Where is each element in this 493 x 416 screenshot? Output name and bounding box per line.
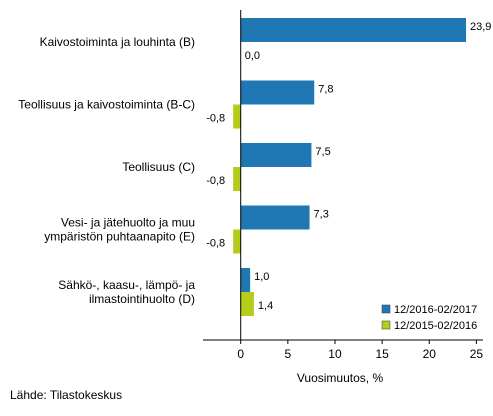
data-label: 7,5 bbox=[315, 146, 330, 158]
x-tick-label: 10 bbox=[328, 347, 342, 361]
category-label: Teollisuus ja kaivostoiminta (B-C) bbox=[18, 98, 195, 112]
category-label: Sähkö-, kaasu-, lämpö- ja bbox=[58, 278, 195, 292]
legend-label: 12/2015-02/2016 bbox=[394, 320, 477, 332]
x-tick-label: 25 bbox=[470, 347, 484, 361]
bar-previous-4 bbox=[240, 292, 254, 316]
bar-current-2 bbox=[240, 143, 312, 167]
bar-current-4 bbox=[240, 268, 251, 292]
category-label: Teollisuus (C) bbox=[122, 160, 195, 174]
source-note: Lähde: Tilastokeskus bbox=[10, 388, 123, 402]
bars-layer bbox=[233, 18, 467, 316]
data-label: 7,8 bbox=[318, 84, 333, 96]
data-label: 7,3 bbox=[314, 209, 329, 221]
legend-swatch bbox=[381, 320, 391, 330]
data-label: 1,4 bbox=[258, 300, 273, 312]
bar-previous-1 bbox=[233, 104, 241, 129]
legend-label: 12/2016-02/2017 bbox=[394, 304, 477, 316]
bar-previous-2 bbox=[233, 167, 241, 191]
bar-previous-3 bbox=[233, 229, 241, 254]
x-tick-label: 0 bbox=[237, 347, 244, 361]
data-labels-layer: 23,9 0,0 7,8 -0,8 7,5 -0,8 7,3 -0,8 1,0 1,4 bbox=[206, 21, 491, 312]
bar-current-3 bbox=[240, 205, 310, 230]
data-label: -0,8 bbox=[206, 113, 225, 125]
bar-current-1 bbox=[240, 80, 315, 105]
data-label: -0,8 bbox=[206, 175, 225, 187]
legend: 12/2016-02/2017 12/2015-02/2016 bbox=[381, 304, 477, 332]
legend-swatch bbox=[381, 304, 391, 314]
bar-current-0 bbox=[240, 18, 467, 42]
x-axis: 0 5 10 15 20 25 bbox=[203, 10, 483, 361]
category-label: ympäristön puhtaanapito (E) bbox=[44, 230, 195, 244]
category-labels-layer: Kaivostoiminta ja louhinta (B) Teollisuus… bbox=[18, 35, 195, 306]
x-axis-title: Vuosimuutos, % bbox=[297, 371, 384, 385]
data-label: 23,9 bbox=[470, 21, 491, 33]
category-label: Vesi- ja jätehuolto ja muu bbox=[61, 216, 195, 230]
data-label: -0,8 bbox=[206, 238, 225, 250]
category-label: Kaivostoiminta ja louhinta (B) bbox=[40, 35, 195, 49]
x-tick-label: 20 bbox=[423, 347, 437, 361]
x-tick-label: 15 bbox=[375, 347, 389, 361]
category-label: ilmastointihuolto (D) bbox=[89, 292, 195, 306]
data-label: 1,0 bbox=[254, 271, 269, 283]
x-tick-label: 5 bbox=[285, 347, 292, 361]
data-label: 0,0 bbox=[245, 50, 260, 62]
